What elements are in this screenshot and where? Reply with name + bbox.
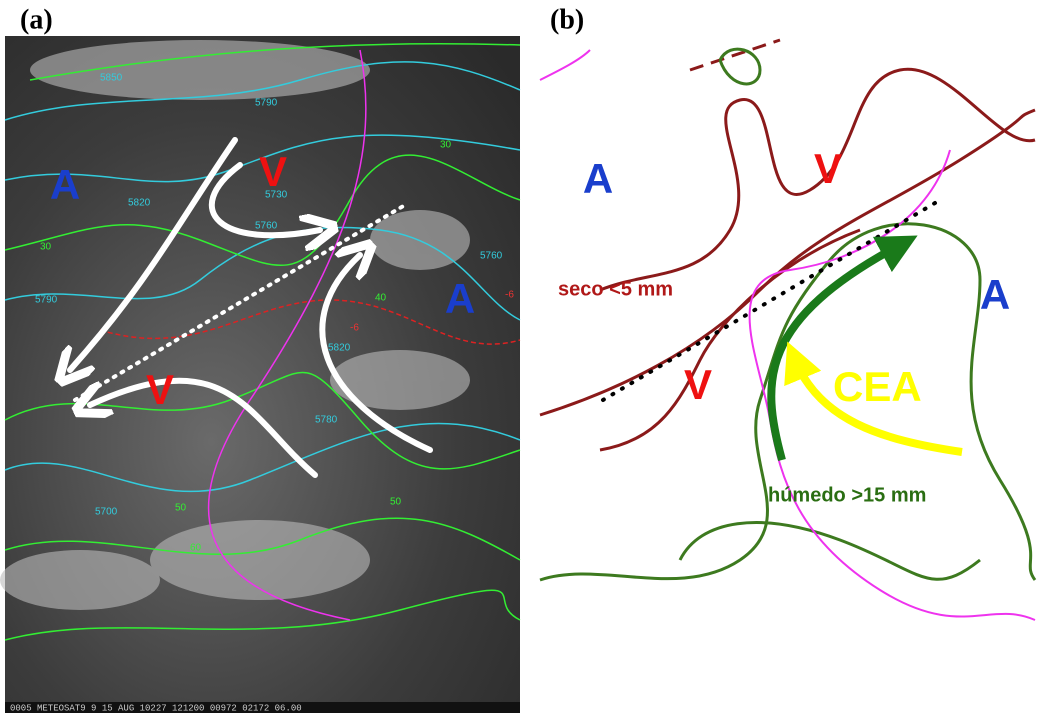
dry-label: seco <5 mm [558, 278, 673, 300]
contour-label: 5760 [255, 221, 278, 232]
center-label: A [50, 161, 80, 208]
contour-label: 5790 [35, 295, 58, 306]
panel-label: (b) [550, 4, 584, 35]
figure: (a) A V V A 5850 5790 5820 5760 5730 579… [0, 0, 1037, 713]
moist-flow-arrow [771, 245, 900, 460]
contour-label: 40 [375, 293, 387, 304]
center-label: V [146, 366, 174, 413]
contour-label: 50 [390, 497, 402, 508]
contour-label: 5760 [480, 251, 503, 262]
contour-label: 5850 [100, 73, 123, 84]
center-label: A [583, 155, 613, 202]
contour-label: 5700 [95, 507, 118, 518]
contour-label: 5730 [265, 190, 288, 201]
contour-label: 5820 [128, 198, 151, 209]
contour-label: 5820 [328, 343, 351, 354]
contour-label: 5780 [315, 415, 338, 426]
center-label: A [980, 271, 1010, 318]
panel-b: (b) A V A V seco <5 mm CEA húmedo >15 mm [540, 4, 1035, 620]
contour-label: 50 [175, 503, 187, 514]
panel-a: (a) A V V A 5850 5790 5820 5760 5730 579… [0, 4, 520, 713]
contour-label: -6 [505, 290, 514, 301]
contour-label: 5790 [255, 98, 278, 109]
flow-label: CEA [833, 363, 922, 410]
contour-label: -6 [350, 323, 359, 334]
panel-label: (a) [20, 4, 53, 35]
footer: 0005 METEOSAT9 9 15 AUG 10227 121200 009… [10, 703, 302, 713]
moist-label: húmedo >15 mm [768, 484, 926, 506]
center-label: V [684, 361, 712, 408]
contour-label: 60 [190, 543, 202, 554]
center-label: A [445, 275, 475, 322]
contour-label: 30 [440, 140, 452, 151]
center-label: V [814, 145, 842, 192]
contour-label: 30 [40, 242, 52, 253]
center-label: V [259, 148, 287, 195]
